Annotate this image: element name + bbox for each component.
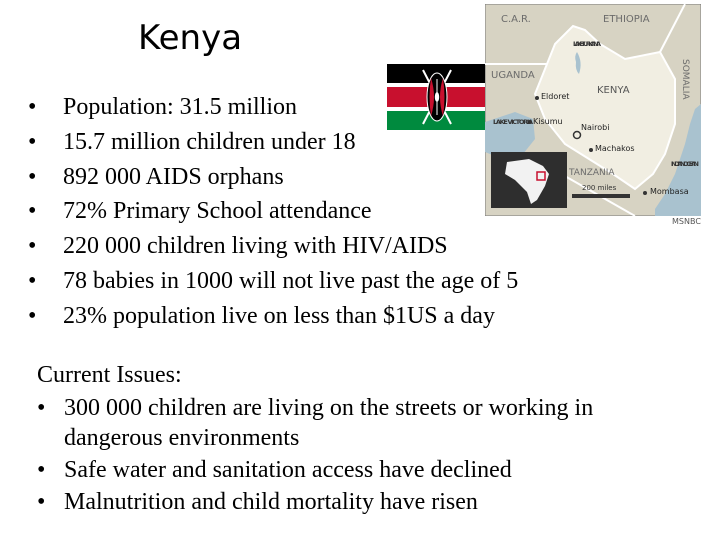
city-marker-machakos [589,148,593,152]
stat-item: Population: 31.5 million [28,90,518,125]
border-line [659,4,686,53]
stat-item: 23% population live on less than $1US a … [28,299,518,334]
africa-inset-highlight [536,171,546,181]
map-label-tanzania: TANZANIA [568,168,615,178]
map-scale-bar [572,194,630,198]
kenya-map: C.A.R. ETHIOPIA UGANDA SOMALIA LAKE TURK… [485,4,701,216]
lake-turkana [575,52,581,74]
issue-item: Safe water and sanitation access have de… [37,455,689,485]
africa-silhouette-icon [505,159,549,204]
map-label-lake-turkana: LAKE TURKANA [573,40,601,48]
stat-item: 892 000 AIDS orphans [28,160,518,195]
indian-ocean [655,104,701,216]
map-label-kisumu: Kisumu [533,117,563,126]
stat-item: 78 babies in 1000 will not live past the… [28,264,518,299]
map-label-car: C.A.R. [501,14,531,25]
issue-item: Malnutrition and child mortality have ri… [37,487,689,517]
map-label-machakos: Machakos [595,144,635,153]
map-label-eldoret: Eldoret [541,92,569,101]
stat-item: 15.7 million children under 18 [28,125,518,160]
lake-victoria [485,112,535,156]
city-marker-eldoret [535,96,539,100]
stat-item: 220 000 children living with HIV/AIDS [28,229,518,264]
map-scale-label: 200 miles [582,184,617,192]
issue-item: 300 000 children are living on the stree… [37,393,689,453]
issues-list: 300 000 children are living on the stree… [37,393,689,517]
map-label-ethiopia: ETHIOPIA [603,14,650,25]
stat-item: 72% Primary School attendance [28,194,518,229]
map-label-mombasa: Mombasa [650,187,689,196]
city-marker-nairobi [572,130,582,140]
slide-title: Kenya [138,18,243,58]
stats-list: Population: 31.5 million 15.7 million ch… [28,90,518,334]
city-marker-kisumu [528,120,532,124]
map-label-somalia: SOMALIA [680,59,690,100]
map-label-nairobi: Nairobi [581,123,609,132]
current-issues-section: Current Issues: 300 000 children are liv… [37,360,689,517]
map-label-kenya: KENYA [597,85,630,96]
map-label-indian-ocean: INDIAN OCEAN [671,160,699,168]
kenya-region [533,24,676,191]
map-label-uganda: UGANDA [491,70,535,81]
current-issues-heading: Current Issues: [37,362,182,388]
map-label-lake-victoria: LAKE VICTORIA [493,118,533,126]
city-marker-mombasa [643,191,647,195]
map-credit: MSNBC [672,217,701,226]
